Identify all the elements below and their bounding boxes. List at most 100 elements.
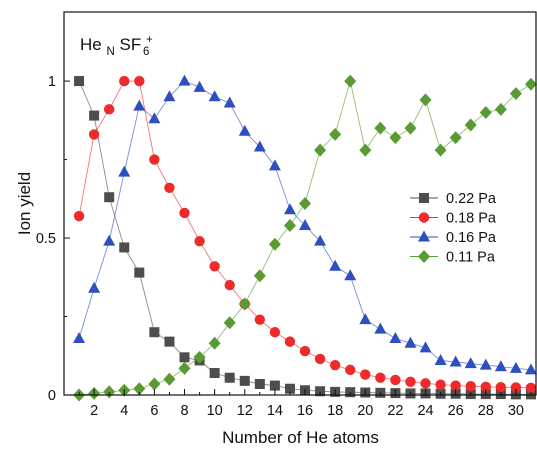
data-point [329,359,341,371]
data-point [224,372,235,383]
data-point [269,327,281,338]
data-point [434,143,447,157]
y-axis: 00.51 [36,74,70,404]
data-point [209,261,220,272]
data-point [269,380,280,391]
data-point [314,143,327,157]
data-point [464,118,477,132]
data-point [74,76,85,87]
annotation-sup: + [146,34,153,46]
data-point [480,381,491,393]
data-point [434,353,447,365]
data-point [209,368,220,379]
data-point [178,361,191,375]
data-point [404,336,417,348]
x-tick-label: 18 [327,403,343,419]
y-tick-label: 0.5 [36,231,56,247]
data-point [148,112,161,124]
data-point [314,353,326,365]
data-point [390,374,401,386]
data-point [283,218,296,232]
data-point [299,218,312,230]
data-point [208,90,221,102]
data-point [495,381,507,393]
series-3 [73,74,537,375]
y-tick-label: 0 [48,388,56,404]
data-point [133,99,146,111]
data-point [464,357,477,369]
x-tick-label: 22 [387,403,403,419]
data-point [494,102,507,116]
data-point [465,381,476,392]
data-point [134,75,145,87]
data-point [359,313,372,325]
plot-frame [63,11,537,396]
series-4 [73,74,537,402]
data-point [329,127,342,141]
legend-entry: 0.16 Pa [410,230,497,246]
data-point [254,379,265,390]
species-annotation: He N SF + 6 [80,28,157,59]
x-tick-label: 8 [180,403,188,419]
data-point [375,372,386,383]
data-point [179,207,190,219]
data-point [163,372,176,386]
data-point [524,77,537,91]
annotation-base: He [80,35,102,54]
data-point [103,385,116,399]
data-point [450,380,461,391]
data-point [419,93,432,107]
data-point [73,210,85,222]
data-point [193,80,206,92]
data-point [360,369,371,380]
data-point [133,382,146,396]
data-point [103,104,115,115]
data-point [238,297,251,311]
y-axis-label: Ion yield [15,172,34,235]
data-point [449,131,462,145]
data-point [419,341,432,353]
data-point [239,375,250,386]
x-tick-label: 28 [478,403,494,419]
legend-entry: 0.18 Pa [410,211,497,227]
annotation-mid: SF [120,35,142,54]
legend-marker [419,193,429,203]
data-point [374,121,387,135]
data-point [283,203,296,215]
legend-entry: 0.11 Pa [410,250,496,266]
data-point [299,345,311,357]
legend-marker [418,212,430,223]
x-tick-label: 6 [150,403,158,419]
data-point [163,90,176,102]
x-tick-label: 24 [417,403,433,419]
data-point [344,74,357,88]
data-point [73,331,86,343]
data-point [253,269,266,283]
annotation-sub1: N [106,46,114,58]
data-point [268,159,281,171]
data-point [449,355,462,367]
data-point [119,242,130,253]
data-point [509,361,522,373]
data-point [405,376,416,388]
data-point [178,74,191,86]
data-point [134,267,145,278]
legend-entry: 0.22 Pa [410,191,497,207]
data-point [509,87,522,101]
data-point [179,352,190,363]
data-point [254,314,266,325]
data-point [345,364,356,376]
data-point [88,129,100,140]
legend-marker [418,230,430,242]
data-point [329,259,342,271]
annotation-sub2: 6 [143,46,149,58]
data-point [299,197,312,210]
data-point [148,377,161,391]
legend-marker [418,250,430,263]
legend-label: 0.18 Pa [446,211,497,227]
data-point [253,140,266,152]
legend-label: 0.16 Pa [446,230,497,246]
data-point [149,154,160,165]
data-point [344,269,357,281]
x-tick-label: 10 [207,403,223,419]
